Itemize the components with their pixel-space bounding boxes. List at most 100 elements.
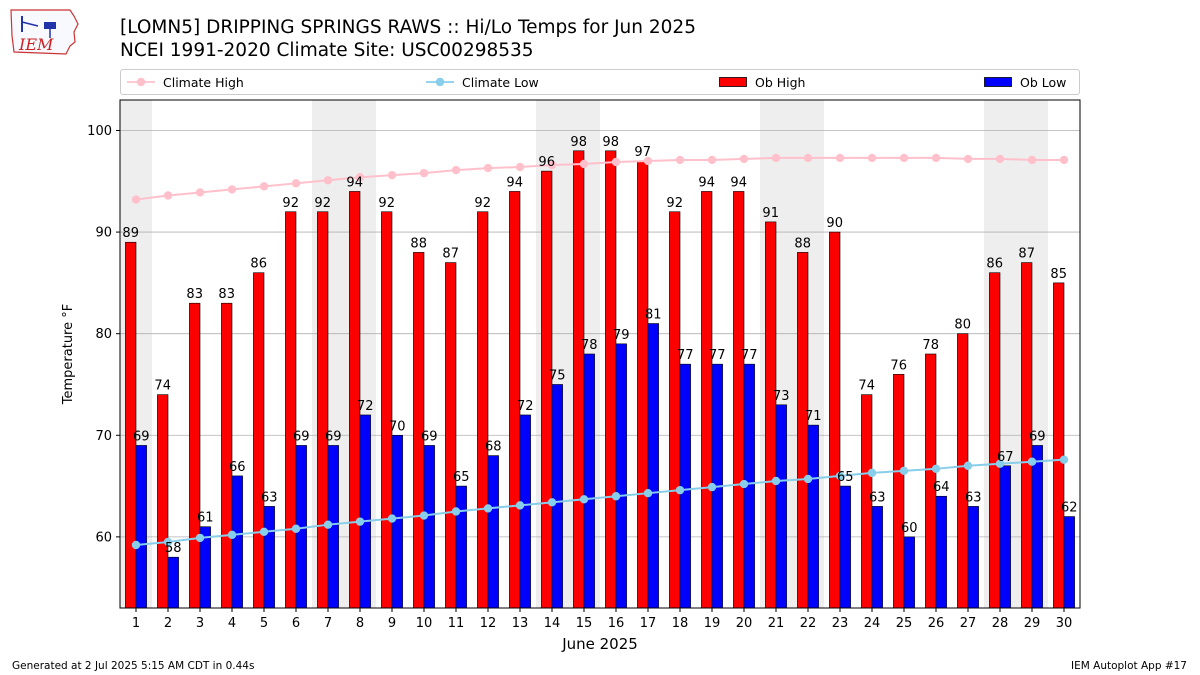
data-label-ob-high: 80 [954,318,971,333]
climate-low-point [611,492,621,501]
x-tick-label: 9 [388,616,396,631]
bar-ob-high [477,211,489,609]
climate-high-point [387,170,397,180]
x-tick-label: 29 [1024,616,1041,631]
climate-high-point [675,155,685,165]
ob-high-swatch-icon [719,77,747,87]
data-label-ob-low: 64 [933,480,950,495]
bar-ob-low [935,495,947,609]
data-label-ob-low: 72 [357,399,374,414]
bar-ob-low [999,465,1011,609]
data-label-ob-low: 69 [293,429,310,444]
bar-ob-low [359,414,371,609]
bar-ob-high [125,241,137,609]
climate-low-point [291,524,301,533]
climate-low-point [1027,457,1037,466]
data-label-ob-high: 76 [890,358,907,373]
x-tick-label: 26 [928,616,945,631]
x-tick-label: 3 [196,616,204,631]
data-label-ob-high: 78 [922,338,939,353]
svg-text:IEM: IEM [18,35,54,54]
climate-low-point [451,507,461,516]
climate-high-point [259,182,269,191]
climate-high-point [483,163,493,173]
bar-ob-low [647,323,659,609]
climate-low-point [323,520,333,529]
climate-low-point [835,471,845,481]
data-label-ob-high: 88 [794,236,811,251]
data-label-ob-high: 94 [506,175,523,190]
bar-ob-high [253,272,265,609]
bar-ob-low [1063,516,1075,609]
data-label-ob-high: 91 [762,206,779,221]
climate-low-point [515,501,525,510]
climate-high-point [739,154,749,164]
climate-high-point [579,159,589,169]
x-tick-label: 2 [164,616,172,631]
bar-ob-low [967,506,979,609]
data-label-ob-high: 89 [122,226,139,241]
climate-low-point [1059,455,1069,464]
bar-ob-high [541,170,553,609]
climate-high-point [451,165,461,175]
y-tick-label: 90 [95,226,112,241]
x-tick-label: 4 [228,616,236,631]
data-label-ob-low: 65 [837,470,854,485]
app-credit: IEM Autoplot App #17 [1071,660,1187,672]
y-tick-label: 80 [95,327,112,342]
data-label-ob-low: 73 [773,389,790,404]
data-label-ob-low: 81 [645,308,662,323]
data-label-ob-low: 66 [229,460,246,475]
legend-item-climate-low: Climate Low [426,74,539,90]
data-label-ob-low: 69 [133,429,150,444]
data-label-ob-low: 77 [709,348,726,363]
climate-high-point [611,157,621,167]
climate-high-point [163,191,173,200]
climate-high-line [135,156,1064,201]
climate-low-point [483,504,493,513]
bar-ob-high [893,374,905,609]
climate-low-point [195,533,205,543]
climate-high-point [771,153,781,163]
data-label-ob-high: 88 [410,236,427,251]
data-label-ob-high: 86 [250,257,267,272]
legend-label-climate-high: Climate High [163,74,244,90]
data-label-ob-high: 86 [986,257,1003,272]
climate-high-point [963,154,973,164]
iowa-map-icon: IEM [10,9,79,55]
x-tick-label: 21 [768,616,785,631]
data-label-ob-high: 90 [826,216,843,231]
climate-high-point [803,153,813,163]
chart-title: [LOMN5] DRIPPING SPRINGS RAWS :: Hi/Lo T… [120,17,696,38]
x-tick-label: 10 [416,616,433,631]
legend-item-climate-high: Climate High [127,74,244,90]
climate-low-point [259,527,269,536]
x-tick-label: 24 [864,616,881,631]
bar-ob-high [381,211,393,609]
climate-low-point [739,479,749,489]
data-label-ob-low: 58 [165,541,182,556]
climate-low-point [707,482,717,492]
bar-ob-high [157,394,169,609]
bar-ob-low [167,556,179,609]
bar-ob-high [317,211,329,609]
data-label-ob-high: 92 [282,196,299,211]
x-tick-label: 25 [896,616,913,631]
data-label-ob-low: 62 [1061,501,1078,516]
data-label-ob-low: 77 [741,348,758,363]
data-label-ob-high: 96 [538,155,555,170]
climate-low-point [643,488,653,498]
x-tick-label: 5 [260,616,268,631]
bar-ob-high [285,211,297,609]
x-tick-label: 6 [292,616,300,631]
data-label-ob-low: 67 [997,450,1014,465]
bar-ob-low [871,506,883,609]
x-tick-label: 14 [544,616,561,631]
x-tick-label: 16 [608,616,625,631]
x-tick-label: 23 [832,616,849,631]
legend-label-ob-low: Ob Low [1020,74,1067,90]
climate-low-point [547,498,557,507]
bar-ob-low [679,363,691,609]
climate-high-point [931,153,941,163]
